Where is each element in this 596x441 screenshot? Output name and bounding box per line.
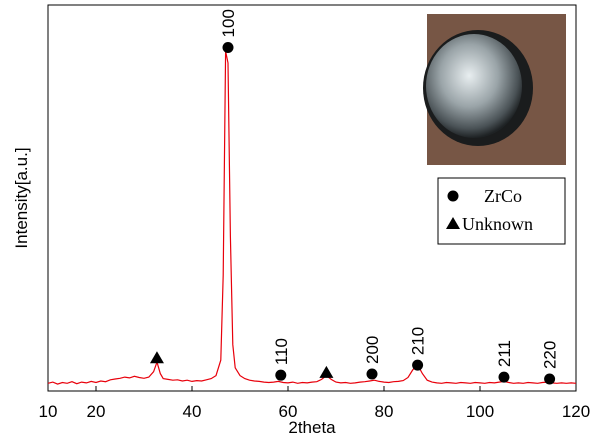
triangle-marker bbox=[150, 351, 164, 363]
legend-marker bbox=[448, 191, 459, 202]
legend-label: Unknown bbox=[462, 214, 533, 234]
circle-marker bbox=[412, 360, 423, 371]
peak-label: 220 bbox=[541, 341, 560, 369]
y-axis-label: Intensity[a.u.] bbox=[12, 147, 31, 248]
peak-label: 211 bbox=[495, 340, 514, 367]
circle-marker bbox=[275, 370, 286, 381]
circle-marker bbox=[499, 372, 510, 383]
circle-marker bbox=[223, 42, 234, 53]
x-tick-label: 40 bbox=[183, 402, 202, 421]
legend-label: ZrCo bbox=[484, 186, 522, 206]
chart: 2theta Intensity[a.u.] 10204060801001201… bbox=[0, 0, 596, 441]
x-tick-label: 80 bbox=[375, 402, 394, 421]
peak-label: 100 bbox=[219, 9, 238, 37]
x-tick-label: 10 bbox=[39, 402, 58, 421]
x-tick-label: 60 bbox=[279, 402, 298, 421]
triangle-marker bbox=[319, 366, 333, 378]
x-tick-label: 100 bbox=[466, 402, 494, 421]
x-tick-label: 20 bbox=[87, 402, 106, 421]
circle-marker bbox=[544, 374, 555, 385]
peak-label: 200 bbox=[363, 336, 382, 364]
peak-label: 110 bbox=[272, 338, 291, 365]
inset-photo bbox=[423, 14, 566, 165]
circle-marker bbox=[367, 369, 378, 380]
x-tick-label: 120 bbox=[562, 402, 590, 421]
peak-label: 210 bbox=[409, 327, 428, 355]
